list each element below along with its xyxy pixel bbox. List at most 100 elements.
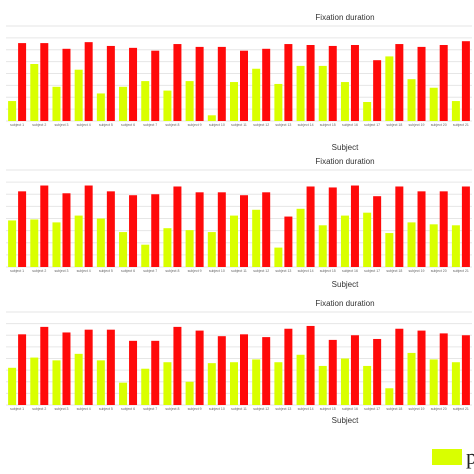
tick-label-p2-16: subject 16 — [342, 269, 358, 273]
tick-label-p2-5: subject 5 — [99, 269, 113, 273]
bar-p3-s2-7 — [151, 340, 160, 405]
bar-p1-s2-4 — [84, 42, 93, 121]
bar-p3-s2-12 — [262, 337, 271, 405]
tick-label-p2-14: subject 14 — [298, 269, 314, 273]
bar-p1-s2-14 — [306, 45, 315, 121]
bar-p2-s2-10 — [217, 192, 226, 267]
bar-p1-s2-10 — [217, 46, 226, 121]
bar-p3-s1-8 — [163, 362, 172, 405]
bar-p1-s1-10 — [207, 115, 216, 121]
bar-p1-s2-15 — [328, 45, 337, 122]
bar-p1-s1-18 — [385, 56, 394, 121]
bar-p2-s2-19 — [417, 191, 426, 267]
tick-label-p2-8: subject 8 — [165, 269, 179, 273]
tick-label-p2-9: subject 9 — [188, 269, 202, 273]
bar-p2-s1-20 — [429, 224, 438, 267]
bar-p3-s2-18 — [395, 328, 404, 405]
tick-label-p2-21: subject 21 — [453, 269, 469, 273]
bar-p2-s2-15 — [328, 187, 337, 267]
tick-label-p2-19: subject 19 — [409, 269, 425, 273]
tick-label-p3-8: subject 8 — [165, 407, 179, 411]
bar-p2-s2-1 — [18, 191, 27, 267]
tick-label-p2-2: subject 2 — [32, 269, 46, 273]
bar-p2-s1-5 — [96, 218, 105, 267]
bar-p1-s2-20 — [439, 45, 448, 121]
bar-p2-s2-11 — [240, 195, 248, 267]
bar-p2-s1-12 — [252, 209, 261, 267]
bar-p1-s1-7 — [141, 81, 150, 121]
tick-label-p1-4: subject 4 — [77, 123, 91, 127]
bar-p3-s1-9 — [185, 381, 194, 405]
bar-p2-s1-15 — [318, 225, 327, 267]
tick-label-p3-21: subject 21 — [453, 407, 469, 411]
bar-p3-s1-13 — [274, 362, 283, 405]
bar-p1-s1-13 — [274, 83, 283, 121]
bar-p3-s1-10 — [207, 363, 216, 405]
bar-p1-s2-13 — [284, 44, 293, 121]
tick-label-p2-12: subject 12 — [253, 269, 269, 273]
legend-swatch-series-a — [432, 449, 462, 465]
bar-p3-s1-11 — [230, 362, 238, 405]
bar-p2-s1-10 — [207, 232, 216, 267]
axis-label-x-2: Subject — [332, 280, 359, 289]
tick-label-p1-15: subject 15 — [320, 123, 336, 127]
legend-label: p — [466, 444, 474, 469]
bar-p3-s2-9 — [195, 330, 204, 405]
bar-p2-s2-16 — [350, 185, 359, 267]
tick-label-p1-21: subject 21 — [453, 123, 469, 127]
tick-label-p3-17: subject 17 — [364, 407, 380, 411]
bar-p2-s2-21 — [461, 186, 470, 267]
bar-p3-s1-20 — [429, 359, 438, 405]
bar-p3-s2-3 — [62, 332, 71, 405]
bar-p1-s2-17 — [373, 60, 382, 121]
bar-p3-s1-6 — [119, 382, 128, 405]
bar-p3-s2-19 — [417, 330, 426, 405]
bar-p3-s1-12 — [252, 359, 261, 405]
tick-label-p3-11: subject 11 — [231, 407, 247, 411]
bar-p3-s2-8 — [173, 326, 182, 405]
tick-label-p3-6: subject 6 — [121, 407, 135, 411]
bar-p3-s1-4 — [74, 353, 83, 405]
bar-p1-s1-3 — [52, 86, 61, 121]
bar-p1-s2-11 — [240, 50, 248, 122]
tick-label-p2-17: subject 17 — [364, 269, 380, 273]
bar-p3-s2-21 — [461, 335, 470, 405]
bar-p2-s1-4 — [74, 215, 83, 267]
bar-p2-s2-9 — [195, 192, 204, 267]
panel-title-1: Fixation duration — [315, 13, 374, 22]
bar-p3-s2-6 — [129, 340, 138, 405]
tick-label-p1-2: subject 2 — [32, 123, 46, 127]
bar-p2-s1-18 — [385, 233, 394, 267]
bar-p2-s1-2 — [30, 219, 39, 267]
bar-p1-s2-18 — [395, 44, 404, 121]
bar-p2-s2-8 — [173, 186, 182, 267]
tick-label-p3-12: subject 12 — [253, 407, 269, 411]
bar-p1-s2-16 — [350, 45, 359, 121]
bar-p2-s2-5 — [106, 191, 115, 267]
bar-p3-s2-11 — [240, 334, 248, 405]
bar-p2-s2-14 — [306, 186, 315, 267]
bar-p2-s1-7 — [141, 244, 150, 267]
bar-p1-s1-11 — [230, 82, 238, 121]
bar-p3-s2-10 — [217, 336, 226, 405]
bar-p1-s1-8 — [163, 90, 172, 121]
bar-p1-s2-3 — [62, 48, 71, 121]
tick-label-p1-20: subject 20 — [431, 123, 447, 127]
tick-label-p3-20: subject 20 — [431, 407, 447, 411]
bar-p1-s1-20 — [429, 87, 438, 121]
bar-p1-s2-8 — [173, 44, 182, 121]
bar-p2-s2-4 — [84, 185, 93, 267]
bar-p3-s1-5 — [96, 360, 105, 405]
tick-label-p2-13: subject 13 — [275, 269, 291, 273]
tick-label-p3-15: subject 15 — [320, 407, 336, 411]
bar-p1-s1-12 — [252, 68, 261, 121]
bar-p2-s2-20 — [439, 191, 448, 267]
tick-label-p1-7: subject 7 — [143, 123, 157, 127]
bar-p2-s2-2 — [40, 185, 49, 267]
tick-label-p3-19: subject 19 — [409, 407, 425, 411]
bar-p3-s1-7 — [141, 368, 150, 405]
bar-p1-s2-9 — [195, 46, 204, 121]
bar-p3-s1-21 — [451, 362, 460, 405]
tick-label-p2-15: subject 15 — [320, 269, 336, 273]
